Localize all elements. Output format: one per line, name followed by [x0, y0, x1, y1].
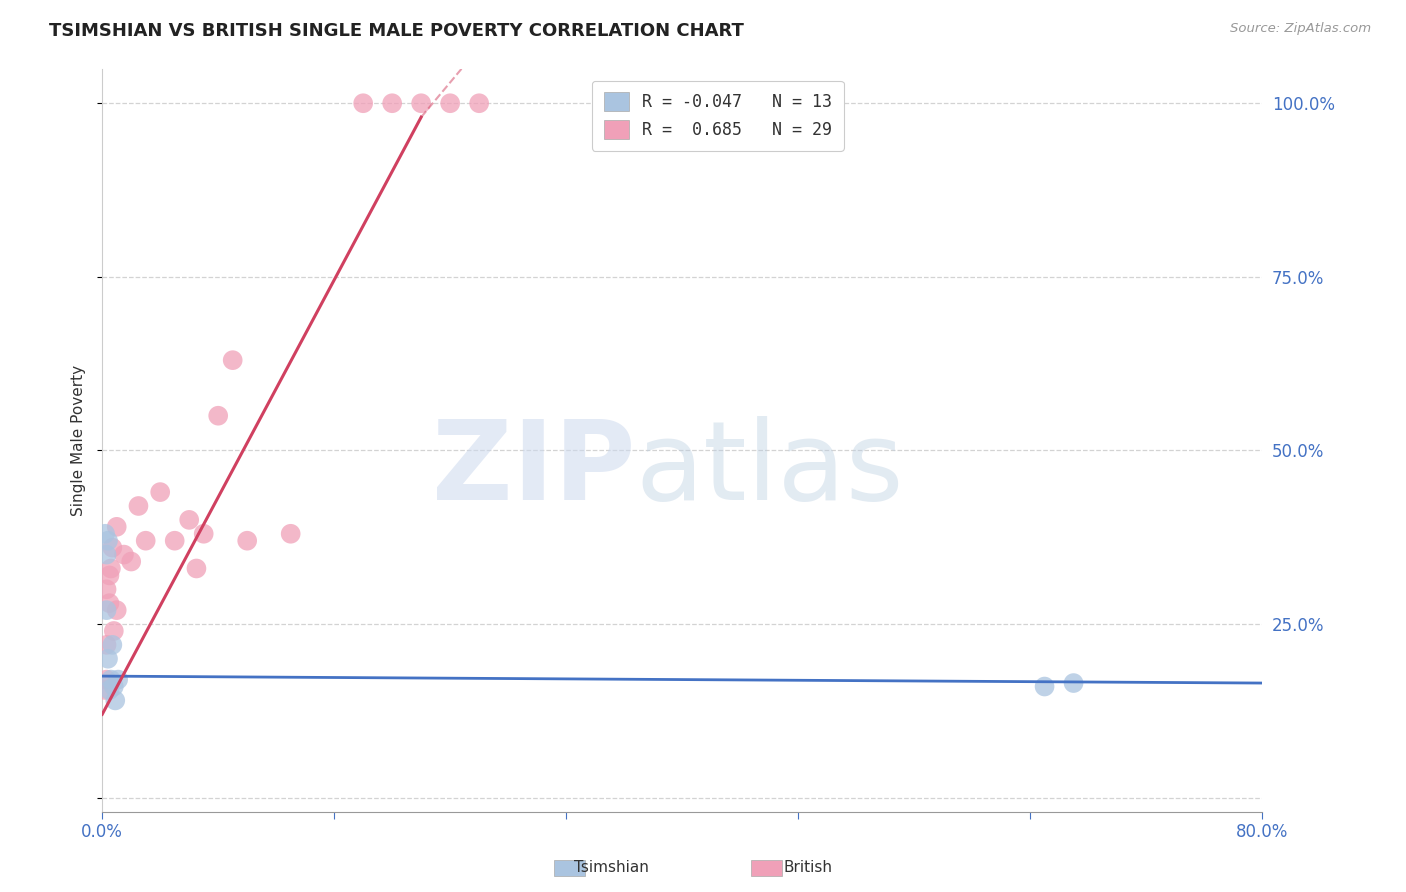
Text: British: British	[785, 861, 832, 875]
Point	[101, 541, 124, 555]
Point	[104, 693, 127, 707]
Point	[105, 520, 128, 534]
Point	[112, 548, 135, 562]
Point	[280, 526, 302, 541]
Point	[135, 533, 157, 548]
Point	[94, 526, 117, 541]
Point	[127, 499, 149, 513]
Point	[103, 680, 125, 694]
Point	[186, 561, 208, 575]
Legend: R = -0.047   N = 13, R =  0.685   N = 29: R = -0.047 N = 13, R = 0.685 N = 29	[592, 80, 844, 151]
Point	[163, 533, 186, 548]
Point	[96, 582, 118, 597]
Point	[411, 96, 433, 111]
Text: TSIMSHIAN VS BRITISH SINGLE MALE POVERTY CORRELATION CHART: TSIMSHIAN VS BRITISH SINGLE MALE POVERTY…	[49, 22, 744, 40]
Point	[100, 673, 122, 687]
Point	[1033, 680, 1056, 694]
Point	[96, 603, 118, 617]
Point	[97, 533, 120, 548]
Point	[107, 673, 129, 687]
Point	[98, 683, 121, 698]
Point	[236, 533, 259, 548]
Text: ZIP: ZIP	[433, 417, 636, 524]
Point	[1063, 676, 1085, 690]
Point	[103, 624, 125, 638]
Point	[221, 353, 243, 368]
Point	[96, 638, 118, 652]
Text: atlas: atlas	[636, 417, 904, 524]
Y-axis label: Single Male Poverty: Single Male Poverty	[72, 365, 86, 516]
Point	[468, 96, 491, 111]
Point	[96, 673, 118, 687]
Point	[439, 96, 461, 111]
Point	[101, 638, 124, 652]
Point	[149, 485, 172, 500]
Point	[98, 568, 121, 582]
Point	[179, 513, 201, 527]
Point	[94, 683, 117, 698]
Point	[98, 596, 121, 610]
Point	[97, 652, 120, 666]
Point	[105, 603, 128, 617]
Text: Source: ZipAtlas.com: Source: ZipAtlas.com	[1230, 22, 1371, 36]
Point	[96, 548, 118, 562]
Point	[381, 96, 404, 111]
Point	[352, 96, 374, 111]
Point	[120, 555, 142, 569]
Point	[207, 409, 229, 423]
Point	[100, 561, 122, 575]
Point	[193, 526, 215, 541]
Text: Tsimshian: Tsimshian	[574, 861, 650, 875]
